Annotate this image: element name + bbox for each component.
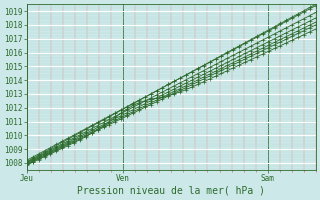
X-axis label: Pression niveau de la mer( hPa ): Pression niveau de la mer( hPa ) — [77, 186, 265, 196]
